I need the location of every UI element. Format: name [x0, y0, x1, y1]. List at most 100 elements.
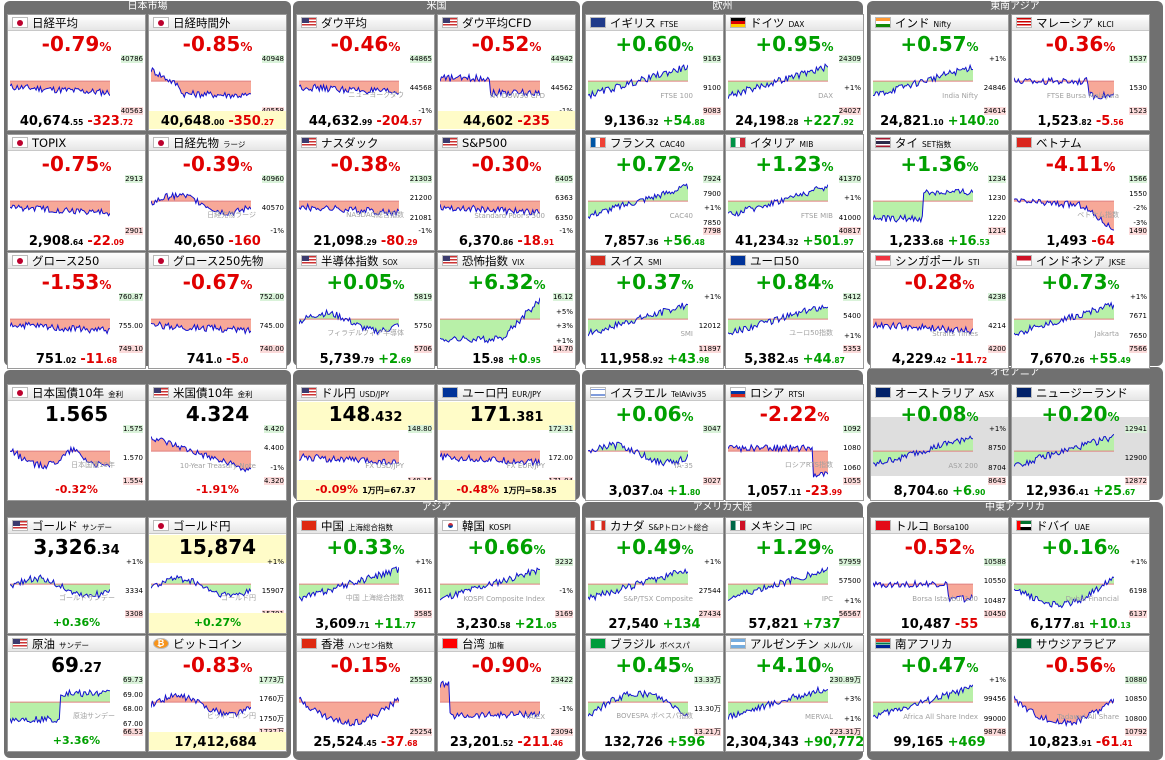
market-tile[interactable]: メキシコ IPC +1.29% 57959 57500 +1% 56567 IPC 57,821…	[725, 517, 864, 634]
tile-subname: サンデー	[82, 523, 112, 532]
market-tile[interactable]: ドバイ UAE +0.16% +1% 6198 6137 Dubai Financial 6,…	[1011, 517, 1150, 634]
price-chart	[588, 441, 688, 467]
chart-line	[440, 72, 540, 98]
axis-tick: 3334	[125, 587, 143, 595]
market-tile[interactable]: アルゼンチン メルバル +4.10% 230.89万 +3% +1% 223.31万 MERV…	[725, 635, 864, 752]
market-tile[interactable]: オーストラリア ASX +0.08% +1% 8750 8704 8643 ASX 200 8,…	[870, 384, 1009, 501]
market-tile[interactable]: シンガポール STI -0.28% 4238 4214 4200 Straits Times…	[870, 252, 1009, 369]
group-title: 東南アジア	[990, 1, 1040, 12]
chart-watermark: FTSE 100	[660, 92, 693, 100]
market-tile[interactable]: S&P500 -0.30% 6405 6363 6350 -1% Standard Poor…	[437, 134, 576, 251]
axis-tick: +1%	[704, 204, 721, 212]
market-tile[interactable]: インドネシア JKSE +0.73% +1% 7671 7650 7566 Jakarta 7,…	[1011, 252, 1150, 369]
market-tile[interactable]: インド Nifty +0.57% +1% 24846 24614 India Nifty 24…	[870, 14, 1009, 131]
market-tile[interactable]: マレーシア KLCI -0.36% 1537 1530 1523 FTSE Bursa Ma…	[1011, 14, 1150, 131]
market-tile[interactable]: 南アフリカ +0.47% +1% 99456 99000 98748 Africa All …	[870, 635, 1009, 752]
market-tile[interactable]: ブラジル ボベスパ +0.45% 13.33万 13.30万 13.21万 BOVESPA …	[585, 635, 724, 752]
us-flag-icon	[301, 387, 317, 398]
axis-tick: 21200	[409, 194, 432, 202]
market-tile[interactable]: トルコ Borsa100 -0.52% 10588 10550 10487 10450 Bor…	[870, 517, 1009, 634]
market-tile[interactable]: 米国債10年 金利 4.324 4.420 4.400 -1% 4.320 10-Year T…	[148, 384, 287, 501]
market-tile[interactable]: グロース250先物 -0.67% 752.00 745.00 740.00 741.0 -5…	[148, 252, 287, 369]
axis-tick: +3%	[556, 322, 573, 330]
market-tile[interactable]: サウジアラビア -0.56% 10880 10850 10800 10792 Tadawul…	[1011, 635, 1150, 752]
change-percent: +0.66%	[467, 535, 546, 559]
chart-area	[588, 442, 688, 466]
tile-subname: UAE	[1074, 523, 1090, 532]
yen-conversion: 1万円=67.37	[362, 486, 416, 495]
axis-tick: 3169	[555, 610, 573, 618]
market-tile[interactable]: ロシア RTSI -2.22% 1092 1080 1060 1055 ロシアRTS指数 1,0…	[725, 384, 864, 501]
market-tile[interactable]: ドイツ DAX +0.95% 24309 +1% 24027 DAX 24,198.28 +22…	[725, 14, 864, 131]
change-integer: +501	[802, 234, 841, 249]
tile-header: インド Nifty	[871, 15, 1008, 31]
market-tile[interactable]: フランス CAC40 +0.72% 7924 7900 +1% 7850 7798 CAC40 7…	[585, 134, 724, 251]
price-integer: 6,370	[458, 234, 501, 249]
tile-name: ユーロ円 EUR/JPY	[462, 386, 542, 400]
axis-tick: 99000	[983, 715, 1006, 723]
market-tile[interactable]: ベトナム -4.11% 1566 1550 -2% -3% 1490 ベトナム指数 1,493-…	[1011, 134, 1150, 251]
market-tile[interactable]: 香港 ハンセン指数 -0.15% 25530 25254 25,524.45 -37.68	[296, 635, 435, 752]
price-chart	[10, 688, 110, 725]
market-tile[interactable]: イスラエル TelAviv35 +0.06% 3047 3027 TA-35 3,037.0…	[585, 384, 724, 501]
market-tile[interactable]: ゴールド サンデー 3,326.34 +1% 3334 3308 ゴールドサンデー +0.36…	[7, 517, 146, 634]
tile-name: インド Nifty	[895, 16, 952, 30]
axis-tick: 41370	[838, 175, 861, 183]
market-tile[interactable]: 日本国債10年 金利 1.565 1.575 1.570 1.554 日本国債10年 -0.3…	[7, 384, 146, 501]
change-percent: -0.75%	[41, 152, 112, 176]
market-tile[interactable]: ユーロ50 +0.84% 5412 5400 +1% 5353 ユーロ50指数 5,382.4…	[725, 252, 864, 369]
price-integer: 11,958	[599, 352, 650, 367]
market-tile[interactable]: 韓国 KOSPI +0.66% 3232 -1% 3169 KOSPI Composite …	[437, 517, 576, 634]
market-tile[interactable]: 恐怖指数 VIX +6.32% 16.12 +5% +3% +1% 14.70 15.98 +0.…	[437, 252, 576, 369]
market-tile[interactable]: 日経時間外-0.85%409484055840,648.00-350.27	[148, 14, 287, 131]
change-integer: -211	[517, 735, 550, 750]
market-tile[interactable]: イタリア MIB +1.23% 41370 +1% 41000 40817 FTSE MIB 4…	[725, 134, 864, 251]
jp-flag-icon	[12, 137, 28, 148]
market-tile[interactable]: 原油 サンデー 69.27 69.73 69.00 68.00 67.00 66.53 原油サン…	[7, 635, 146, 752]
us-flag-icon	[301, 17, 317, 28]
price-chart	[299, 200, 399, 217]
market-tile[interactable]: TOPIX -0.75% 2913 2901 2,908.64 -22.09	[7, 134, 146, 251]
market-tile[interactable]: グロース250 -1.53% 760.87 755.00 749.10 751.02 -11…	[7, 252, 146, 369]
market-tile[interactable]: 中国 上海総合指数 +0.33% +1% 3611 3585 中国 上海総合指数 3,609.…	[296, 517, 435, 634]
price-chart	[10, 318, 110, 335]
market-tile[interactable]: ニュージーランド +0.20% 12941 12900 12872 12,936.41 +2…	[1011, 384, 1150, 501]
market-tile[interactable]: 半導体指数 SOX +0.05% 5819 5750 5706 フィラデルフィア半導体 5,7…	[296, 252, 435, 369]
tile-header: タイ SET指数	[871, 135, 1008, 151]
tile-name: 日経時間外	[173, 16, 231, 30]
market-tile[interactable]: ₿ビットコイン-0.83%1773万1760万1750万1737万ビットコイン円…	[148, 635, 287, 752]
market-tile[interactable]: タイ SET指数 +1.36% 1234 1230 1220 1214 1,233.68 +16…	[870, 134, 1009, 251]
market-tile[interactable]: ナスダック -0.38% 21303 21200 21081 -1% NASDAQ総合指数 2…	[296, 134, 435, 251]
market-tile[interactable]: 台湾 加権 -0.90% 23422 -1% 23094 TAIEX 23,201.52 -21…	[437, 635, 576, 752]
axis-tick: 760.87	[118, 293, 143, 301]
price-footer: 15.98 +0.95	[438, 349, 575, 367]
chart-watermark: MERVAL	[805, 713, 833, 721]
market-tile[interactable]: スイス SMI +0.37% +1% 12012 11897 SMI 11,958.92 +43…	[585, 252, 724, 369]
tile-subname: DAX	[788, 20, 805, 29]
tile-header: ニュージーランド	[1012, 385, 1149, 401]
market-tile[interactable]: イギリス FTSE +0.60% 9163 9100 9083 FTSE 100 9,136.…	[585, 14, 724, 131]
tile-subname: CAC40	[659, 140, 685, 149]
change-integer: +737	[802, 617, 841, 632]
tile-header: S&P500	[438, 135, 575, 151]
sa-flag-icon	[1016, 638, 1032, 649]
change-percent: +0.49%	[615, 535, 694, 559]
axis-tick: +1%	[844, 715, 861, 723]
price-chart	[728, 184, 828, 217]
axis-tick: 2913	[125, 175, 143, 183]
axis-tick: 40563	[120, 107, 143, 115]
axis-tick: 230.89万	[829, 676, 861, 684]
change-integer: +25	[1093, 484, 1123, 499]
axis-tick: 12900	[1124, 454, 1147, 462]
market-tile[interactable]: カナダ S&Pトロント総合 +0.49% +1% 27544 27434 S&P/TSX C…	[585, 517, 724, 634]
market-tile[interactable]: 日経先物 ラージ -0.39% 40960 40570 -1% 日経先物ラージ 40,650-…	[148, 134, 287, 251]
tile-name: フランス CAC40	[610, 136, 685, 150]
tile-name: ダウ平均CFD	[462, 16, 532, 30]
market-tile[interactable]: ダウ平均 -0.46% 44865 44568 -1% ニューヨークダウ 44,632.99…	[296, 14, 435, 131]
market-tile[interactable]: 日経平均 -0.79% 40786 40563 40,674.55 -323.72	[7, 14, 146, 131]
